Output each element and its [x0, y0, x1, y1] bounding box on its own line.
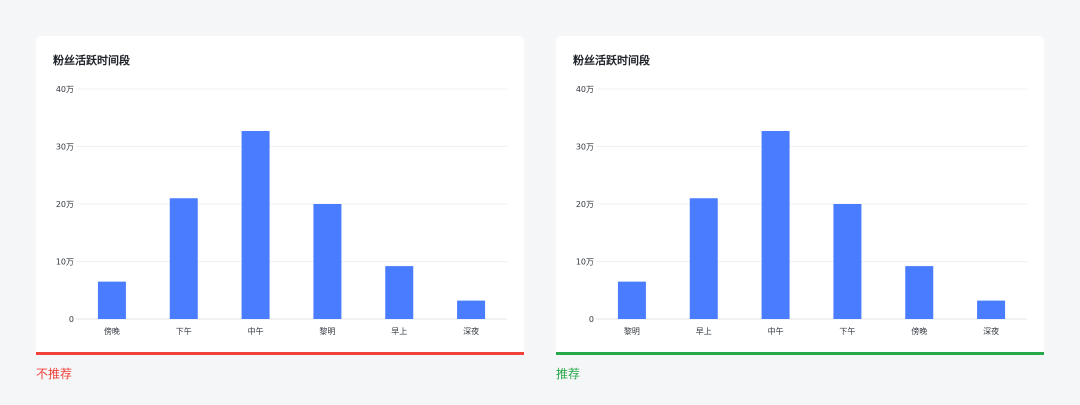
- chart-card: 粉丝活跃时间段 0 10万 20万 30万 40万黎明 早上 中午 下午 傍晚 深夜: [556, 36, 1044, 352]
- x-tick-label: 傍晚: [104, 326, 120, 336]
- y-tick-label: 40万: [56, 85, 74, 94]
- chart-title: 粉丝活跃时间段: [53, 54, 130, 67]
- y-tick-label: 0: [69, 315, 74, 324]
- x-tick-label: 深夜: [983, 326, 999, 336]
- bar: [169, 198, 198, 319]
- verdict-label: 推荐: [556, 367, 581, 381]
- x-tick-label: 黎明: [319, 326, 335, 336]
- x-tick-label: 中午: [768, 326, 784, 336]
- bar: [313, 204, 342, 319]
- x-tick-label: 下午: [839, 326, 855, 336]
- chart-panel-not-recommended: 粉丝活跃时间段 0 10万 20万 30万 40万傍晚 下午 中午 黎明 早上 深夜 不推荐: [36, 36, 524, 382]
- bar: [457, 300, 486, 319]
- bar: [689, 198, 718, 319]
- bar: [833, 204, 862, 319]
- chart-panel-recommended: 粉丝活跃时间段 0 10万 20万 30万 40万黎明 早上 中午 下午 傍晚 深夜 推荐: [556, 36, 1044, 382]
- chart-title: 粉丝活跃时间段: [573, 54, 650, 67]
- y-tick-label: 30万: [56, 143, 74, 152]
- chart-card: 粉丝活跃时间段 0 10万 20万 30万 40万傍晚 下午 中午 黎明 早上 深夜: [36, 36, 524, 352]
- bar: [761, 130, 790, 319]
- verdict-label: 不推荐: [36, 367, 73, 381]
- verdict-rule: [556, 352, 1044, 355]
- bar: [97, 281, 126, 319]
- x-tick-label: 早上: [696, 327, 712, 336]
- bar: [385, 266, 414, 319]
- y-tick-label: 20万: [56, 200, 74, 209]
- x-tick-label: 中午: [248, 326, 264, 336]
- y-tick-label: 20万: [576, 200, 594, 209]
- x-tick-label: 黎明: [624, 326, 640, 336]
- x-tick-label: 早上: [391, 327, 407, 336]
- bar: [977, 300, 1006, 319]
- y-tick-label: 10万: [576, 258, 594, 267]
- y-tick-label: 40万: [576, 85, 594, 94]
- x-tick-label: 深夜: [463, 326, 479, 336]
- bar: [905, 266, 934, 319]
- bar: [617, 281, 646, 319]
- x-tick-label: 下午: [176, 326, 192, 336]
- x-tick-label: 傍晚: [911, 326, 927, 336]
- bar: [241, 130, 270, 319]
- y-tick-label: 0: [589, 315, 594, 324]
- verdict-rule: [36, 352, 524, 355]
- y-tick-label: 10万: [56, 258, 74, 267]
- y-tick-label: 30万: [576, 143, 594, 152]
